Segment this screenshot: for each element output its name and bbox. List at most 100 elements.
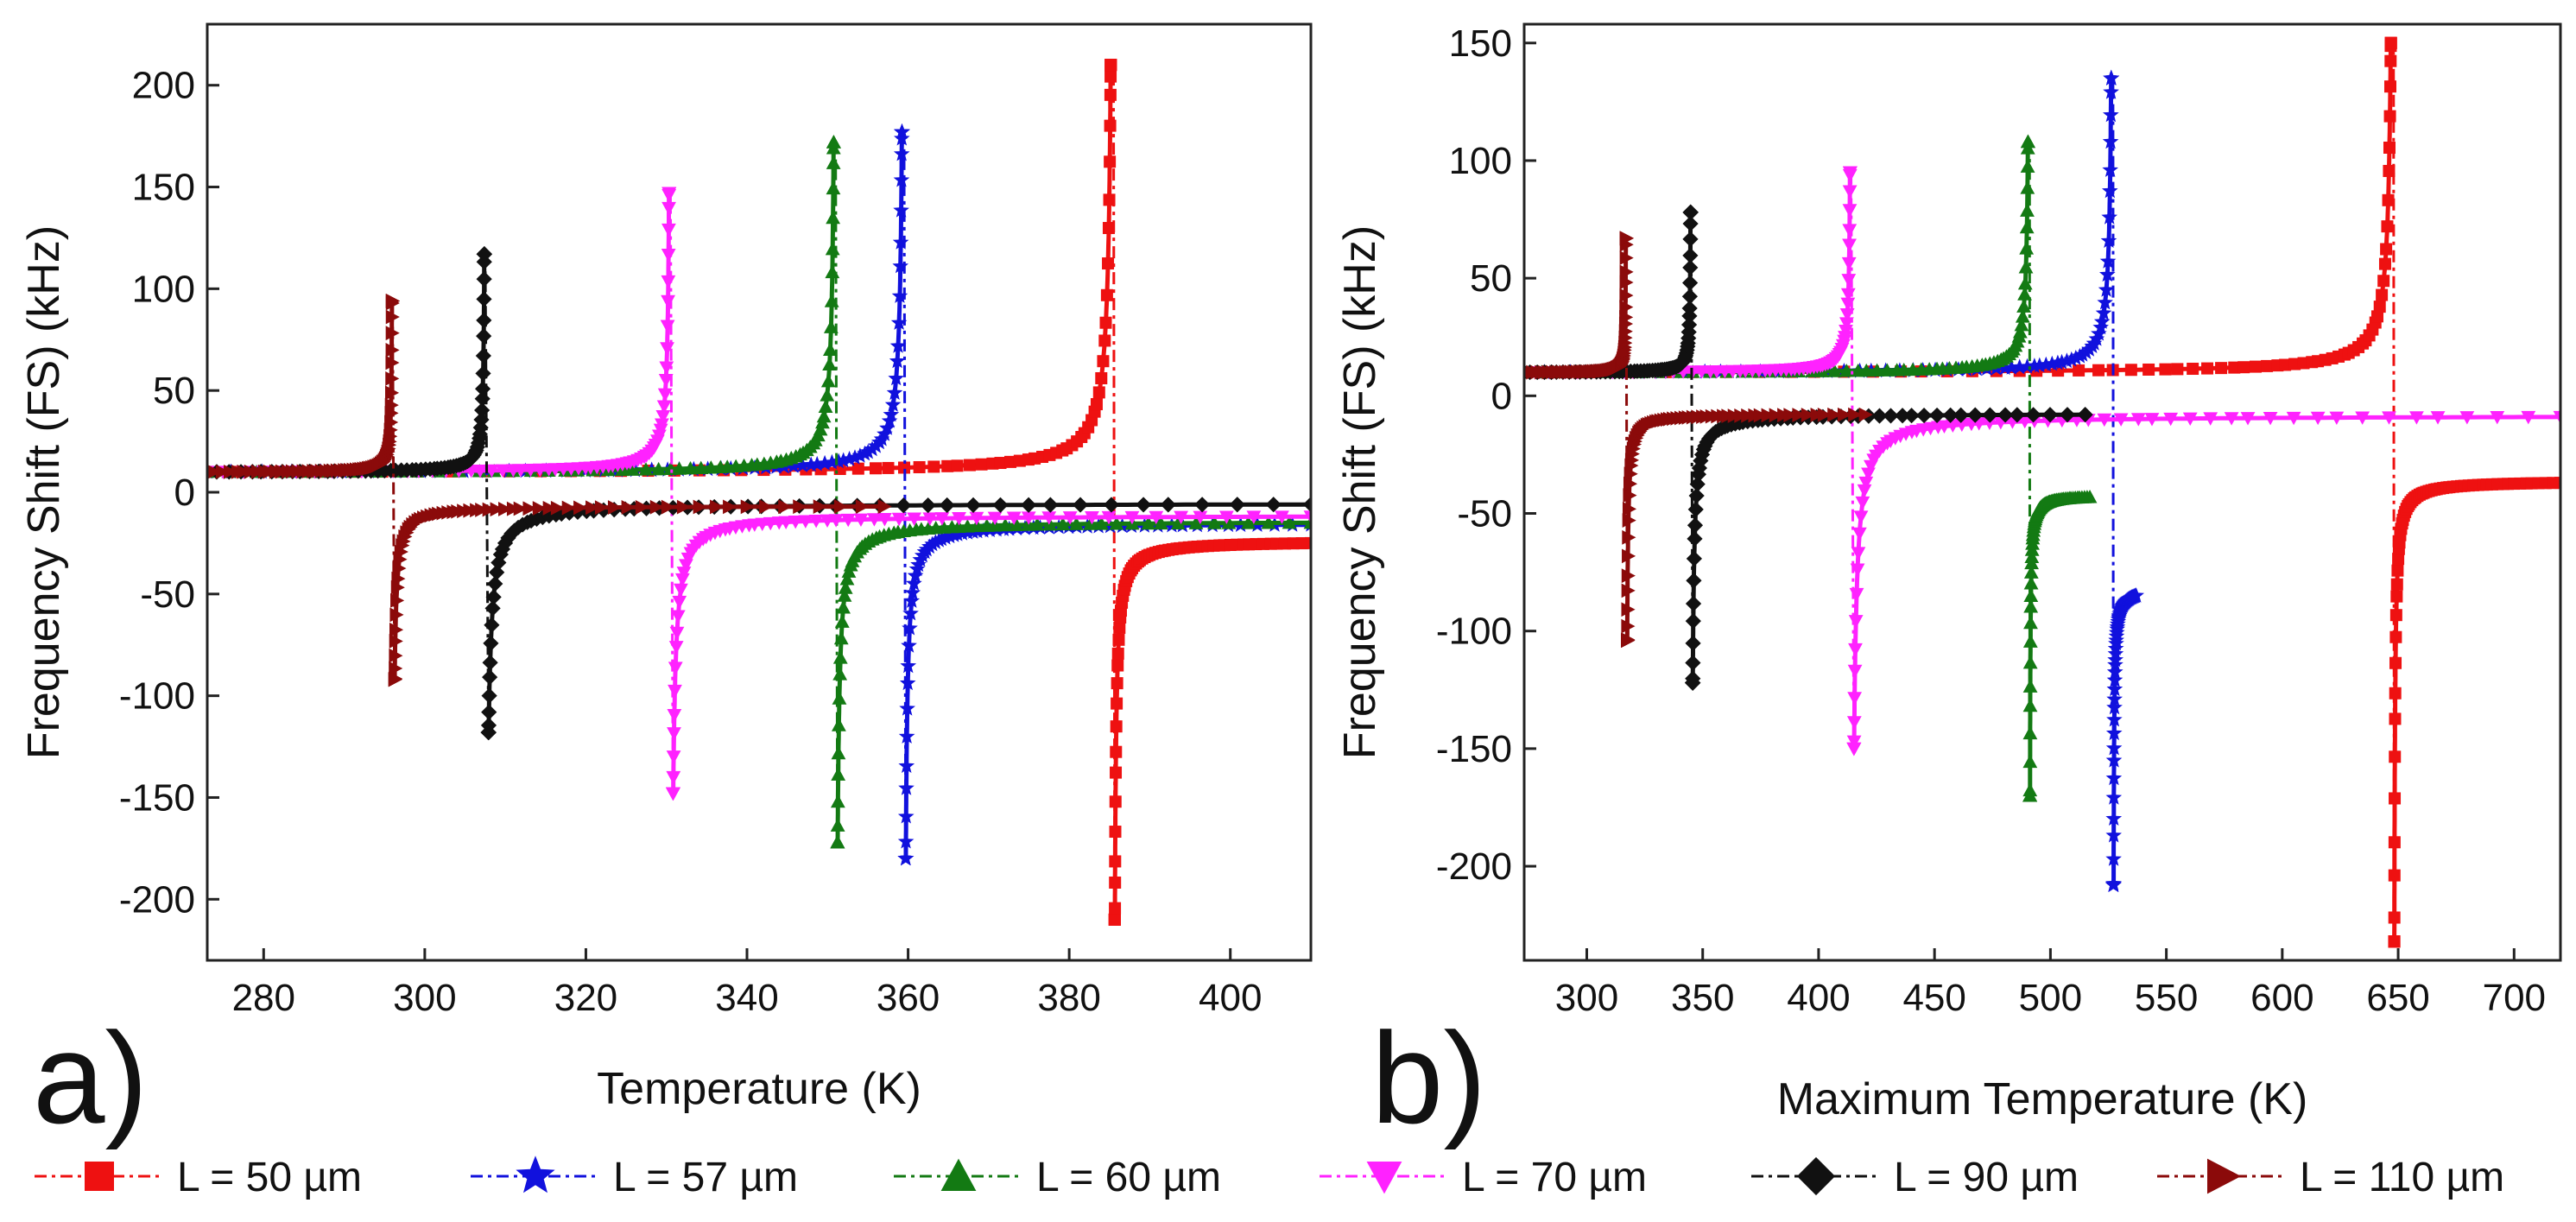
data-point <box>1622 513 1636 529</box>
data-point <box>1111 647 1124 660</box>
data-point <box>2019 358 2035 374</box>
data-point <box>482 502 497 517</box>
data-point <box>1840 288 1856 302</box>
data-point <box>1110 766 1123 779</box>
data-point <box>487 575 503 592</box>
data-point <box>906 575 922 591</box>
data-point <box>481 704 497 720</box>
data-point <box>1085 511 1099 525</box>
y-tick-label: -50 <box>1457 493 1512 535</box>
data-point <box>794 457 811 472</box>
legend-label: L = 70 µm <box>1462 1155 1647 1200</box>
data-point <box>1848 643 1863 657</box>
data-point <box>693 460 709 474</box>
data-point <box>385 343 400 358</box>
data-point <box>1110 720 1123 733</box>
data-point <box>668 641 684 655</box>
data-point <box>2383 110 2396 123</box>
series-line-lower <box>1851 415 2560 751</box>
legend-label: L = 50 µm <box>177 1155 362 1200</box>
data-point <box>824 294 839 307</box>
legend-marker-square <box>85 1162 114 1191</box>
data-point <box>2113 413 2129 427</box>
y-tick-label: 100 <box>1449 140 1512 182</box>
x-tick-label: 700 <box>2483 977 2546 1019</box>
data-point <box>1109 902 1122 915</box>
data-point <box>1685 595 1702 612</box>
data-point <box>668 684 682 699</box>
data-point <box>2023 588 2039 603</box>
data-point <box>1826 364 1842 377</box>
data-point <box>913 460 926 473</box>
data-point <box>481 687 497 704</box>
data-point <box>2038 356 2054 372</box>
data-point <box>1021 511 1036 525</box>
data-point <box>1102 222 1115 235</box>
data-point <box>1847 692 1863 706</box>
data-point <box>1622 548 1636 564</box>
data-point <box>1193 510 1208 524</box>
data-point <box>1853 510 1869 524</box>
data-point <box>816 454 833 471</box>
data-point <box>2041 407 2059 423</box>
data-point <box>2106 681 2123 697</box>
y-tick-label: 0 <box>1491 375 1512 417</box>
data-point <box>759 499 774 515</box>
x-tick-label: 450 <box>1902 977 1965 1019</box>
data-point <box>385 355 400 370</box>
data-point <box>1062 511 1078 525</box>
data-point <box>2106 671 2123 687</box>
data-point <box>498 502 513 516</box>
data-point <box>1689 476 1706 492</box>
data-point <box>1109 795 1122 808</box>
data-point <box>866 513 882 527</box>
data-point <box>585 500 600 516</box>
data-point <box>2102 133 2119 149</box>
data-point <box>666 750 681 764</box>
data-point <box>1101 510 1117 525</box>
series-line-lower <box>1112 541 1311 922</box>
data-point <box>828 514 844 528</box>
data-point <box>2014 317 2029 332</box>
data-point <box>1206 516 1222 529</box>
data-point <box>1681 300 1698 317</box>
data-point <box>1110 745 1123 758</box>
data-point <box>2383 141 2396 154</box>
data-point <box>1619 288 1634 303</box>
x-tick-label: 300 <box>393 977 456 1019</box>
data-point <box>992 497 1009 513</box>
legend-item: L = 110 µm <box>2157 1155 2504 1200</box>
data-point <box>2003 359 2020 375</box>
data-point <box>655 418 669 432</box>
x-tick-label: 380 <box>1037 977 1100 1019</box>
data-point <box>693 499 707 515</box>
data-point <box>1109 516 1124 530</box>
data-point <box>1685 635 1701 651</box>
data-point <box>1839 364 1854 377</box>
data-point <box>2490 411 2505 425</box>
data-point <box>2279 358 2292 371</box>
data-point <box>818 399 833 414</box>
data-point <box>2020 159 2035 173</box>
data-point <box>2171 363 2184 376</box>
data-point <box>2380 243 2393 256</box>
data-point <box>859 443 877 459</box>
data-point <box>661 201 676 216</box>
data-point <box>649 499 664 515</box>
data-point <box>561 500 576 516</box>
data-point <box>1112 633 1125 646</box>
data-point <box>2390 590 2403 603</box>
series-a-5 <box>207 294 892 687</box>
data-point <box>2382 193 2395 206</box>
data-point <box>2059 352 2075 369</box>
panel-b: 300 350 400 450 500 550 600 650 700150100500-50-… <box>1335 22 2562 1150</box>
data-point <box>1218 510 1234 524</box>
data-point <box>855 499 870 514</box>
data-point <box>1621 618 1636 634</box>
plot-frame-b <box>1522 22 2562 962</box>
y-tick-label: -100 <box>119 675 195 718</box>
data-point <box>902 605 919 621</box>
data-point <box>949 526 966 541</box>
series-line-upper <box>207 191 672 474</box>
series-line-lower <box>2392 480 2560 944</box>
